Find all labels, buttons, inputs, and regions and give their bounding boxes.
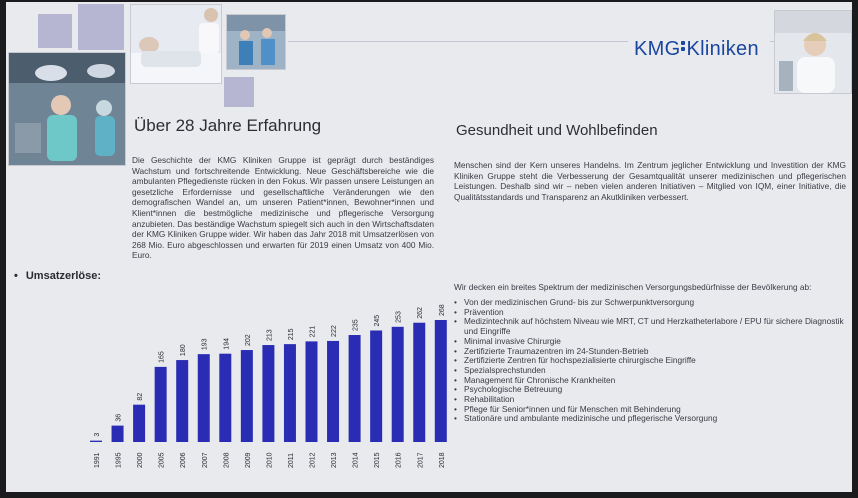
list-item: Stationäre und ambulante medizinische un… bbox=[452, 414, 848, 424]
value-label: 213 bbox=[266, 329, 273, 341]
category-label: 2015 bbox=[374, 452, 381, 468]
category-label: 2016 bbox=[396, 452, 403, 468]
category-label: 2011 bbox=[288, 453, 295, 468]
deco-square bbox=[38, 14, 72, 48]
category-label: 1995 bbox=[116, 452, 123, 468]
category-label: 2013 bbox=[331, 452, 338, 468]
list-item: Rehabilitation bbox=[452, 394, 848, 405]
deco-square bbox=[224, 77, 254, 107]
revenue-bar-2014 bbox=[348, 335, 361, 442]
list-item: Zertifizierte Zentren für hochspezialisi… bbox=[452, 356, 848, 366]
value-label: 245 bbox=[374, 315, 381, 327]
revenue-bar-2008 bbox=[219, 353, 232, 442]
revenue-bar-2016 bbox=[391, 326, 404, 442]
value-label: 165 bbox=[159, 351, 166, 363]
revenue-bar-2010 bbox=[262, 345, 275, 442]
category-label: 2007 bbox=[202, 452, 209, 468]
value-label: 268 bbox=[439, 304, 446, 316]
photo-clinic-staff bbox=[226, 14, 286, 70]
category-label: 2008 bbox=[223, 452, 230, 468]
revenue-bar-chart: 3 1991 36 1995 82 2000 165 2005 180 2006 193 2007 19… bbox=[90, 304, 447, 468]
revenue-bar-2017 bbox=[413, 322, 426, 442]
revenue-bar-2007 bbox=[197, 354, 210, 442]
category-label: 2012 bbox=[310, 452, 317, 468]
category-label: 2018 bbox=[439, 452, 446, 468]
bullet-icon: • bbox=[14, 270, 18, 282]
category-label: 1991 bbox=[94, 452, 101, 468]
revenue-bar-2012 bbox=[305, 341, 318, 442]
category-label: 2014 bbox=[353, 452, 360, 468]
header-divider bbox=[288, 41, 628, 42]
value-label: 202 bbox=[245, 334, 252, 346]
revenue-bar-2013 bbox=[327, 340, 340, 442]
value-label: 253 bbox=[396, 311, 403, 323]
category-label: 2006 bbox=[180, 452, 187, 468]
paragraph-history: Die Geschichte der KMG Kliniken Gruppe i… bbox=[132, 155, 434, 261]
paragraph-health: Menschen sind der Kern unseres Handelns.… bbox=[454, 160, 846, 202]
value-label: 221 bbox=[310, 326, 317, 338]
list-item: Von der medizinischen Grund- bis zur Sch… bbox=[452, 297, 848, 308]
heading-gesundheit: Gesundheit und Wohlbefinden bbox=[456, 122, 658, 139]
list-item: Spezialsprechstunden bbox=[452, 365, 848, 376]
revenue-bar-2000 bbox=[133, 404, 146, 442]
value-label: 82 bbox=[137, 393, 144, 401]
value-label: 193 bbox=[202, 338, 209, 350]
header-divider-right bbox=[770, 41, 774, 42]
services-list: Von der medizinischen Grund- bis zur Sch… bbox=[452, 297, 848, 424]
list-item: Zertifizierte Traumazentren im 24-Stunde… bbox=[452, 346, 848, 357]
revenue-bar-2009 bbox=[240, 350, 253, 442]
revenue-bar-2005 bbox=[154, 366, 167, 442]
value-label: 235 bbox=[353, 319, 360, 331]
revenue-bar-2018 bbox=[434, 320, 447, 442]
chart-label: • Umsatzerlöse: bbox=[14, 270, 102, 282]
value-label: 215 bbox=[288, 328, 295, 340]
revenue-bar-2006 bbox=[176, 360, 189, 442]
value-label: 3 bbox=[94, 433, 101, 437]
list-item: Psychologische Betreuung bbox=[452, 385, 848, 395]
list-item: Pflege für Senior*innen und für Menschen… bbox=[452, 404, 848, 415]
list-item: Minimal invasive Chirurgie bbox=[452, 336, 848, 347]
category-label: 2005 bbox=[159, 452, 166, 468]
photo-surgery-team bbox=[8, 52, 126, 166]
category-label: 2000 bbox=[137, 452, 144, 468]
deco-square bbox=[78, 4, 124, 50]
list-item: Medizintechnik auf höchstem Niveau wie M… bbox=[452, 316, 848, 336]
category-label: 2009 bbox=[245, 452, 252, 468]
list-item: Prävention bbox=[452, 307, 848, 318]
value-label: 36 bbox=[116, 414, 123, 422]
heading-erfahrung: Über 28 Jahre Erfahrung bbox=[134, 116, 322, 135]
value-label: 194 bbox=[223, 338, 230, 350]
revenue-bar-2011 bbox=[283, 344, 296, 442]
revenue-bar-1991 bbox=[90, 440, 102, 442]
presentation-slide: KMG Kliniken Über 28 Jahre Erfahrung Die … bbox=[6, 2, 852, 492]
services-intro: Wir decken ein breites Spektrum der medi… bbox=[454, 282, 812, 292]
category-label: 2017 bbox=[417, 452, 424, 468]
value-label: 180 bbox=[180, 344, 187, 356]
kmg-logo: KMG Kliniken bbox=[634, 38, 759, 60]
list-item: Management für Chronische Krankheiten bbox=[452, 375, 848, 386]
value-label: 222 bbox=[331, 325, 338, 337]
revenue-bar-1995 bbox=[111, 425, 124, 442]
revenue-bar-2015 bbox=[370, 330, 383, 442]
category-label: 2010 bbox=[266, 452, 273, 468]
photo-patient bbox=[130, 4, 222, 84]
photo-nurse bbox=[774, 10, 852, 94]
value-label: 262 bbox=[417, 307, 424, 319]
